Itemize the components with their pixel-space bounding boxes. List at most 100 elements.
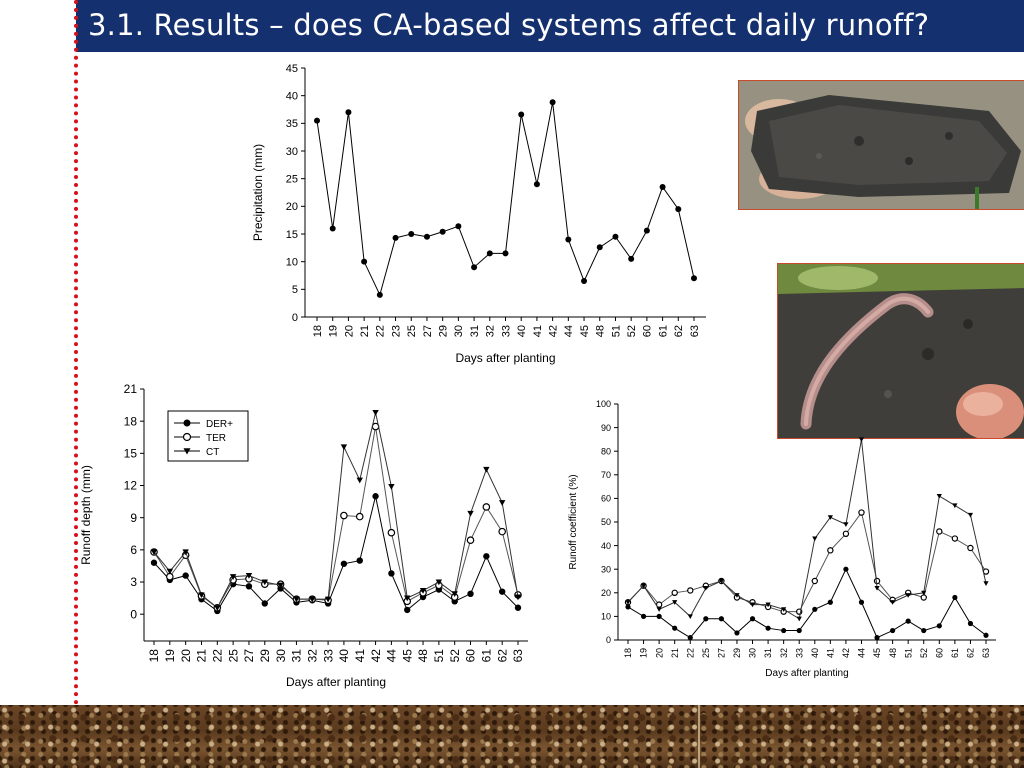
data-point bbox=[936, 528, 943, 535]
data-point bbox=[842, 530, 850, 537]
y-axis-label: Runoff depth (mm) bbox=[79, 465, 93, 565]
series-line bbox=[627, 439, 987, 620]
y-tick-label: 15 bbox=[124, 447, 138, 461]
series-line bbox=[316, 102, 695, 297]
series-line bbox=[627, 568, 987, 639]
data-point bbox=[533, 181, 540, 188]
y-tick-label: 20 bbox=[286, 201, 298, 213]
x-tick-label: 41 bbox=[532, 325, 544, 337]
y-tick-label: 35 bbox=[286, 118, 298, 130]
x-axis-label: Days after planting bbox=[765, 668, 848, 679]
data-point bbox=[967, 544, 974, 552]
x-tick-label: 25 bbox=[701, 648, 711, 658]
data-point bbox=[277, 582, 284, 589]
series-line bbox=[627, 511, 987, 613]
slide-title: 3.1. Results – does CA-based systems aff… bbox=[88, 8, 930, 42]
data-point bbox=[656, 613, 662, 619]
data-point bbox=[340, 560, 348, 567]
legend-label: CT bbox=[206, 447, 219, 458]
data-point bbox=[502, 250, 509, 257]
data-point bbox=[749, 616, 756, 622]
data-point bbox=[936, 623, 942, 629]
series-ter bbox=[624, 509, 990, 615]
data-point bbox=[687, 614, 693, 619]
data-point bbox=[874, 635, 880, 641]
data-point bbox=[749, 602, 756, 608]
data-point bbox=[514, 594, 522, 601]
data-point bbox=[514, 604, 522, 611]
x-tick-label: 61 bbox=[657, 325, 669, 337]
y-axis-label: Precipitation (mm) bbox=[251, 144, 265, 241]
data-point bbox=[703, 616, 709, 622]
data-point bbox=[640, 613, 647, 619]
x-tick-label: 30 bbox=[274, 649, 288, 663]
x-tick-label: 40 bbox=[810, 648, 820, 658]
data-point bbox=[372, 493, 379, 500]
x-tick-label: 62 bbox=[966, 648, 976, 658]
series-ct bbox=[625, 437, 989, 622]
y-tick-label: 3 bbox=[130, 575, 137, 589]
data-point bbox=[388, 484, 395, 490]
y-tick-label: 5 bbox=[292, 284, 298, 296]
axes: 0 10 20 30 40 50 60 70 80 90 100 18 19 20 21 22 25 27 29 30… bbox=[568, 399, 996, 679]
data-point bbox=[471, 264, 478, 271]
x-tick-label: 31 bbox=[469, 325, 481, 337]
data-point bbox=[858, 599, 865, 605]
x-tick-label: 41 bbox=[353, 649, 367, 663]
data-point bbox=[718, 616, 724, 622]
data-point bbox=[905, 593, 911, 598]
x-tick-label: 19 bbox=[163, 649, 177, 663]
y-tick-label: 12 bbox=[124, 479, 138, 493]
data-point bbox=[387, 528, 396, 537]
data-point bbox=[372, 410, 379, 416]
x-tick-label: 27 bbox=[242, 649, 256, 663]
y-tick-label: 0 bbox=[606, 635, 611, 645]
data-point bbox=[858, 437, 865, 442]
data-point bbox=[293, 596, 300, 603]
x-tick-label: 25 bbox=[406, 325, 418, 337]
data-point bbox=[340, 511, 348, 520]
data-point bbox=[423, 233, 430, 240]
x-tick-label: 19 bbox=[639, 648, 649, 658]
x-tick-label: 60 bbox=[642, 325, 654, 337]
data-point bbox=[498, 500, 506, 506]
x-tick-label: 32 bbox=[779, 648, 789, 658]
data-point bbox=[890, 600, 896, 605]
x-tick-label: 51 bbox=[903, 648, 913, 658]
data-point bbox=[843, 522, 849, 527]
data-point bbox=[261, 579, 268, 586]
data-point bbox=[518, 111, 525, 118]
runoff-coefficient-chart: 0 10 20 30 40 50 60 70 80 90 100 18 19 20 21 22 25 27 29 30… bbox=[568, 399, 996, 679]
x-tick-label: 42 bbox=[547, 325, 559, 337]
y-tick-label: 40 bbox=[286, 91, 298, 103]
data-point bbox=[874, 586, 880, 591]
data-point bbox=[921, 627, 927, 634]
data-point bbox=[967, 620, 974, 627]
x-tick-label: 63 bbox=[689, 325, 701, 337]
data-point bbox=[455, 223, 462, 230]
data-point bbox=[920, 594, 927, 601]
data-point bbox=[392, 234, 399, 241]
data-point bbox=[905, 618, 911, 624]
x-tick-label: 51 bbox=[432, 649, 446, 663]
data-point bbox=[687, 587, 694, 594]
data-point bbox=[435, 579, 443, 586]
x-tick-label: 33 bbox=[794, 648, 804, 658]
data-point bbox=[483, 466, 490, 473]
data-point bbox=[404, 595, 411, 602]
data-point bbox=[952, 503, 958, 509]
data-point bbox=[703, 586, 709, 591]
data-point bbox=[355, 512, 364, 521]
data-point bbox=[324, 596, 332, 603]
data-point bbox=[356, 557, 363, 564]
x-tick-label: 22 bbox=[211, 649, 225, 663]
data-point bbox=[765, 625, 771, 631]
x-tick-label: 42 bbox=[369, 649, 383, 663]
data-point bbox=[356, 477, 363, 484]
y-tick-label: 90 bbox=[601, 423, 611, 433]
series-line bbox=[153, 496, 519, 612]
data-point bbox=[796, 616, 802, 622]
data-point bbox=[467, 510, 474, 517]
data-point bbox=[873, 577, 881, 585]
